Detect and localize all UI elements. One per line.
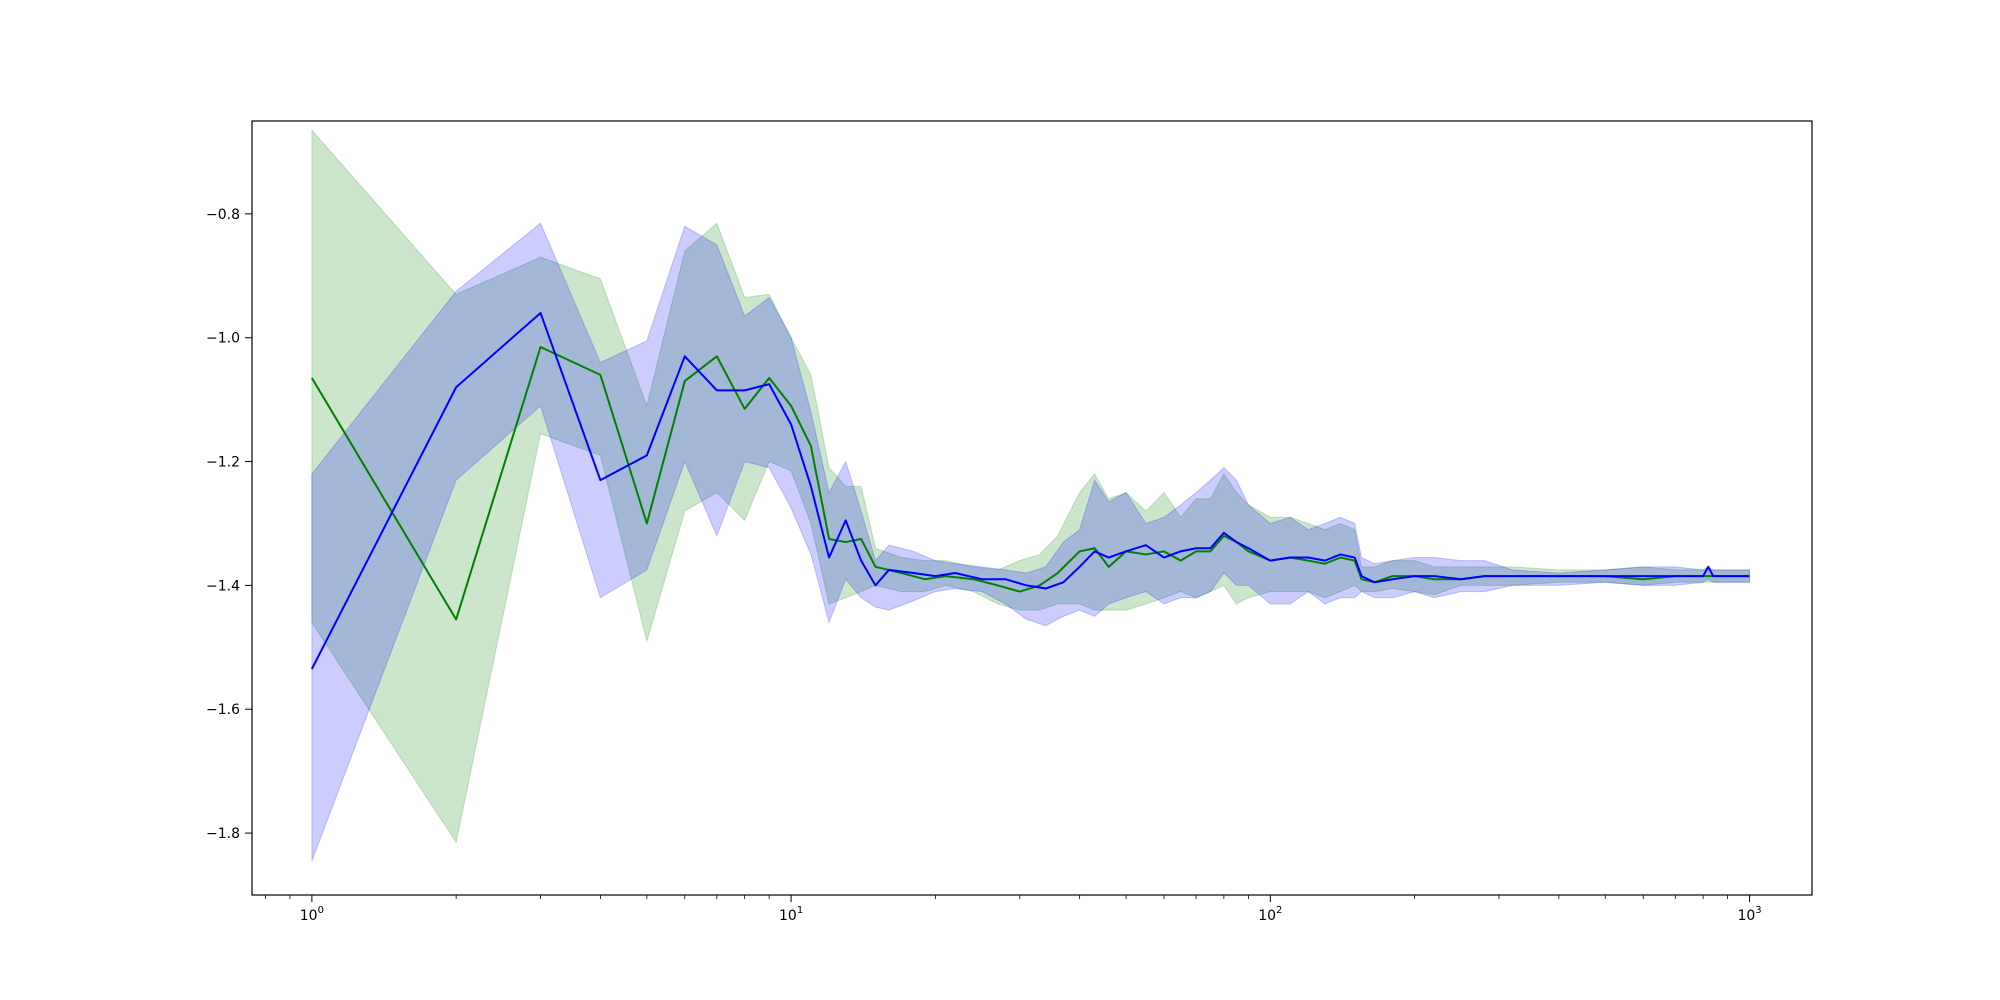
axes-frame: [251, 120, 1813, 896]
plot-area: [310, 128, 1751, 862]
x-tick-label-exponent: 3: [1755, 905, 1761, 916]
x-tick-label: 101: [779, 905, 803, 924]
x-tick-label-base: 10: [1258, 908, 1276, 924]
x-tick-label-base: 10: [300, 908, 318, 924]
x-tick-label-base: 10: [1737, 908, 1755, 924]
x-tick-label-base: 10: [779, 908, 797, 924]
series-1-confidence-band: [311, 128, 1751, 844]
series-group: [310, 128, 1751, 862]
x-tick-label-exponent: 1: [797, 905, 803, 916]
y-tick-label: −1.0: [206, 331, 240, 347]
x-tick-label-exponent: 0: [318, 905, 324, 916]
x-tick-label: 103: [1737, 905, 1761, 924]
x-tick-label: 102: [1258, 905, 1282, 924]
y-tick-label: −1.8: [206, 826, 240, 842]
y-tick-label: −1.4: [206, 578, 240, 594]
x-tick-label-exponent: 2: [1276, 905, 1282, 916]
series-2-confidence-band: [311, 222, 1751, 862]
x-tick-label: 100: [300, 905, 324, 924]
axis-ticks: 100 101 102 103−0.8−1.0−1.2−1.4−1.6−1.8: [206, 207, 1762, 924]
series-2-line: [310, 311, 1750, 670]
y-tick-label: −1.6: [206, 702, 240, 718]
y-tick-label: −0.8: [206, 207, 240, 223]
y-tick-label: −1.2: [206, 455, 240, 471]
